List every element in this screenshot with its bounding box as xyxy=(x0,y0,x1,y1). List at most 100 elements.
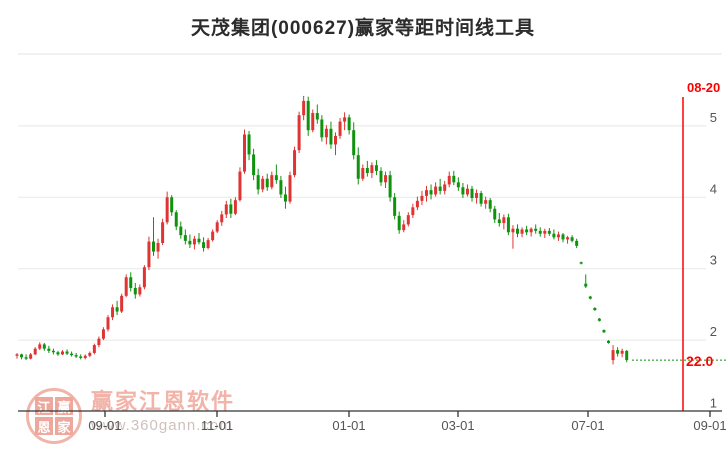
candle-body xyxy=(393,197,397,216)
candle-body xyxy=(215,222,219,232)
candle-body xyxy=(142,267,146,288)
watermark: 江 赢 恩 家 赢家江恩软件 www.360gann.com xyxy=(26,388,235,444)
timeline-date-label: 08-20 xyxy=(687,80,721,95)
y-tick-label: 2 xyxy=(710,324,717,339)
candle-body xyxy=(361,168,365,179)
candle-body xyxy=(534,228,538,231)
candle-body xyxy=(229,204,233,214)
candle-body xyxy=(324,128,328,138)
y-tick-label: 5 xyxy=(710,110,717,125)
candle-body xyxy=(197,238,201,243)
candle-body xyxy=(447,175,451,185)
candle-body xyxy=(188,240,192,245)
candle-body xyxy=(120,295,124,312)
candle-body xyxy=(406,215,410,225)
candle-body xyxy=(379,170,383,183)
candle-body xyxy=(97,338,101,346)
candle-body xyxy=(111,307,115,318)
candle-body xyxy=(252,154,256,176)
candle-body xyxy=(611,350,615,361)
candle-body xyxy=(538,230,542,234)
candle-body xyxy=(106,317,110,330)
x-tick-label: 11-01 xyxy=(201,418,233,433)
candle-body xyxy=(461,187,465,195)
candle-body xyxy=(61,351,64,355)
candle-body xyxy=(374,165,378,171)
candle-body xyxy=(315,113,319,120)
candle-body xyxy=(233,200,237,214)
candle-body xyxy=(388,175,392,198)
candle-body xyxy=(343,117,347,122)
candle-body xyxy=(552,233,556,238)
candle-body xyxy=(65,351,69,354)
candle-body xyxy=(370,165,374,174)
candle-body xyxy=(529,228,533,233)
candle-body xyxy=(506,217,510,233)
y-tick-label: 3 xyxy=(710,253,717,268)
candle-body xyxy=(452,175,456,183)
candle-body xyxy=(320,119,324,138)
candle-body xyxy=(165,197,169,223)
candle-body xyxy=(465,188,469,195)
candle-body xyxy=(397,215,401,231)
candle-body xyxy=(274,175,278,181)
x-tick-label: 09-01 xyxy=(693,418,726,433)
candle-body xyxy=(566,237,570,240)
candle-body xyxy=(20,354,24,358)
candle-body xyxy=(293,150,297,176)
candle-body xyxy=(597,318,601,321)
candle-body xyxy=(183,235,187,241)
candle-body xyxy=(484,200,488,204)
candle-body xyxy=(79,356,83,358)
candle-body xyxy=(211,231,215,241)
candle-body xyxy=(270,175,274,188)
candle-body xyxy=(147,241,151,268)
last-price-label: 22.0 xyxy=(686,353,714,369)
candle-body xyxy=(402,224,406,231)
candle-body xyxy=(88,352,92,356)
candle-body xyxy=(92,345,96,353)
seal-char: 家 xyxy=(55,417,73,435)
watermark-url: www.360gann.com xyxy=(91,417,233,434)
candle-body xyxy=(161,222,165,243)
x-tick-label: 09-01 xyxy=(88,418,121,433)
candle-body xyxy=(224,204,228,215)
candle-body xyxy=(625,350,629,361)
candle-body xyxy=(206,240,210,248)
candle-body xyxy=(602,330,606,333)
x-tick-label: 07-01 xyxy=(571,418,604,433)
candle-body xyxy=(497,219,501,224)
candle-body xyxy=(279,180,283,195)
candle-body xyxy=(434,186,438,195)
candle-body xyxy=(288,175,292,202)
candle-body xyxy=(525,229,529,233)
candle-body xyxy=(192,238,196,245)
candle-body xyxy=(543,230,547,234)
candle-body xyxy=(83,355,87,358)
candle-body xyxy=(347,117,351,131)
candle-body xyxy=(238,171,242,201)
candle-body xyxy=(493,208,497,220)
candle-body xyxy=(38,344,42,349)
candle-body xyxy=(56,352,60,355)
candle-body xyxy=(415,200,419,208)
candle-body xyxy=(575,240,579,246)
seal-char: 恩 xyxy=(35,417,53,435)
watermark-text: 赢家江恩软件 www.360gann.com xyxy=(91,388,236,435)
candle-body xyxy=(42,344,46,349)
candle-body xyxy=(302,100,306,116)
candle-body xyxy=(443,184,447,191)
candle-body xyxy=(556,234,560,238)
candle-body xyxy=(520,229,524,234)
candle-body xyxy=(479,193,483,204)
candle-body xyxy=(124,277,128,296)
candle-body xyxy=(607,340,610,343)
candle-body xyxy=(365,168,369,174)
candle-body xyxy=(265,178,269,188)
watermark-brand: 赢家江恩软件 xyxy=(91,389,236,414)
candle-body xyxy=(179,226,183,236)
y-tick-label: 1 xyxy=(710,396,717,411)
candle-body xyxy=(156,242,160,252)
